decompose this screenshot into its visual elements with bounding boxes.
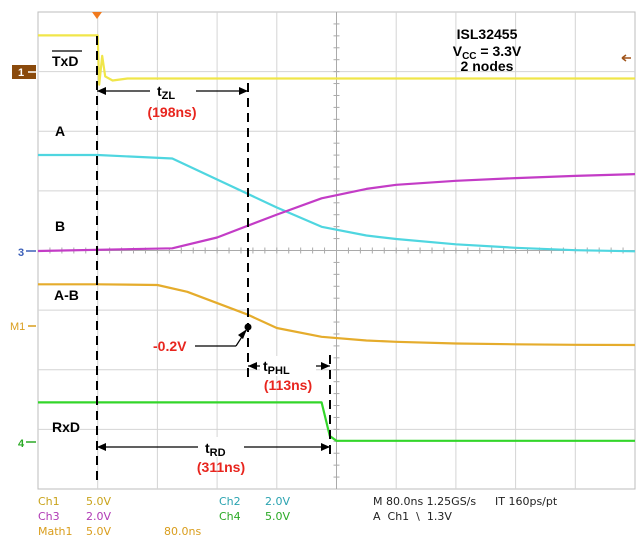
b-label: B (55, 218, 65, 234)
ch4-name[interactable]: Ch4 (219, 510, 241, 523)
trace-a-b (38, 283, 636, 347)
node-count: 2 nodes (461, 58, 514, 74)
txd-label: TxD (52, 53, 78, 69)
trigger-readout[interactable]: A Ch1 \ 1.3V (373, 510, 452, 523)
trace-a (38, 153, 636, 253)
header-block: ISL32455 VCC = 3.3V 2 nodes (453, 26, 522, 74)
trigger-position-marker[interactable] (92, 12, 102, 19)
tzl-value: (198ns) (147, 104, 196, 120)
channel-marker-1-label: 1 (18, 67, 24, 79)
tphl-label: tPHL (263, 358, 290, 377)
a-minus-b-label: A-B (54, 287, 79, 303)
trigger-level-arrow[interactable] (621, 54, 631, 62)
trd-value: (311ns) (197, 459, 245, 475)
threshold-label: -0.2V (153, 338, 187, 354)
graticule (37, 11, 636, 490)
math-marker-m1[interactable]: M1 (10, 321, 36, 333)
threshold-point (244, 323, 252, 331)
math-name[interactable]: Math1 (38, 525, 73, 537)
timing-annotations: tZL (198ns) -0.2V tPHL (113ns) tRD (311n… (96, 36, 331, 480)
channel-marker-4[interactable]: 4 (18, 438, 36, 450)
channel-marker-4-label: 4 (18, 438, 25, 450)
timebase-readout[interactable]: M 80.0ns 1.25GS/s (373, 495, 476, 508)
part-number: ISL32455 (457, 26, 518, 42)
channel-marker-3-label: 3 (18, 247, 24, 259)
supply-voltage: VCC = 3.3V (453, 43, 522, 62)
ch1-name[interactable]: Ch1 (38, 495, 60, 508)
ch4-scale: 5.0V (265, 510, 290, 523)
ch2-scale: 2.0V (265, 495, 290, 508)
trace-b (37, 173, 636, 253)
trace-rxd (38, 401, 635, 442)
a-label: A (55, 123, 65, 139)
ch2-name[interactable]: Ch2 (219, 495, 241, 508)
scope-readouts: Ch1 5.0V Ch3 2.0V Math1 5.0V 80.0ns Ch2 … (38, 495, 558, 537)
sample-interval-readout: IT 160ps/pt (495, 495, 558, 508)
trd-label: tRD (205, 440, 226, 459)
ch3-name[interactable]: Ch3 (38, 510, 60, 523)
math-scale: 5.0V (86, 525, 111, 537)
channel-marker-3[interactable]: 3 (18, 247, 36, 259)
channel-marker-1[interactable]: 1 (12, 65, 36, 79)
rxd-label: RxD (52, 419, 80, 435)
math-marker-label: M1 (10, 321, 25, 333)
ch1-scale: 5.0V (86, 495, 111, 508)
ch3-scale: 2.0V (86, 510, 111, 523)
tzl-label: tZL (157, 83, 175, 102)
math-time: 80.0ns (164, 525, 201, 537)
tphl-value: (113ns) (264, 377, 312, 393)
